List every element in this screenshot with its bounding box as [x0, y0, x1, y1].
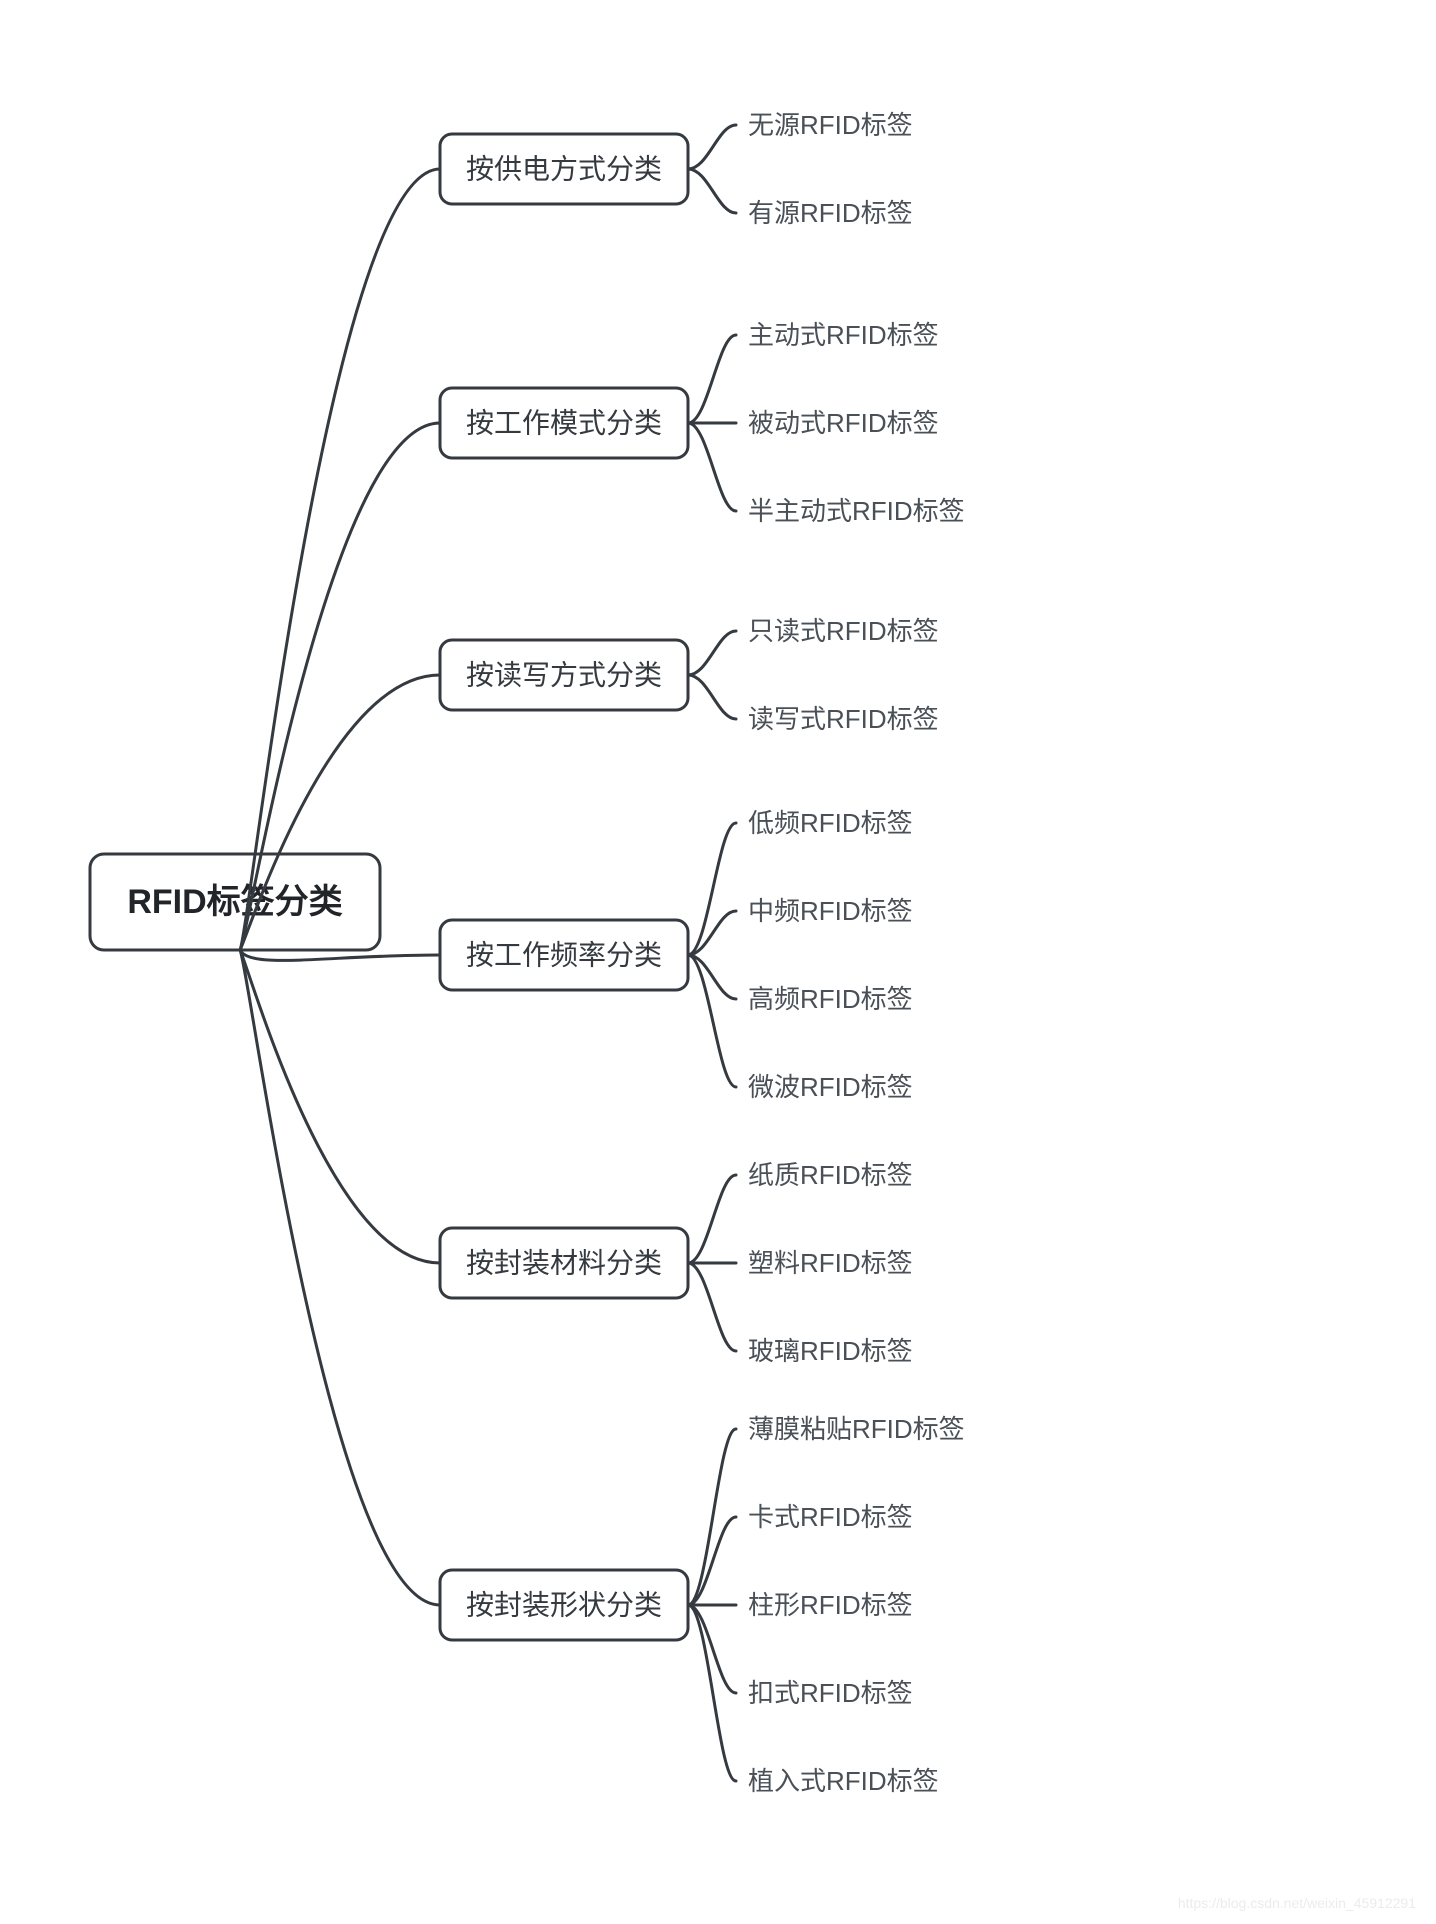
- connector-category-to-leaf: [688, 631, 736, 675]
- category-label: 按工作频率分类: [466, 940, 662, 971]
- category-label: 按封装材料分类: [466, 1248, 662, 1279]
- leaf-label: 主动式RFID标签: [748, 320, 939, 350]
- category-label: 按读写方式分类: [466, 660, 662, 691]
- leaf-label: 高频RFID标签: [748, 984, 913, 1014]
- connector-category-to-leaf: [688, 1263, 736, 1351]
- connector-category-to-leaf: [688, 675, 736, 719]
- leaf-label: 塑料RFID标签: [748, 1248, 913, 1278]
- connector-category-to-leaf: [688, 1605, 736, 1781]
- connector-root-to-category: [240, 950, 440, 960]
- leaf-label: 扣式RFID标签: [748, 1678, 913, 1708]
- leaf-label: 低频RFID标签: [748, 808, 913, 838]
- category-label: 按封装形状分类: [466, 1590, 662, 1621]
- category-label: 按工作模式分类: [466, 408, 662, 439]
- connector-category-to-leaf: [688, 169, 736, 213]
- leaf-label: 只读式RFID标签: [748, 616, 939, 646]
- leaf-label: 中频RFID标签: [748, 896, 913, 926]
- category-label: 按供电方式分类: [466, 154, 662, 185]
- leaf-label: 纸质RFID标签: [748, 1160, 913, 1190]
- watermark-text: https://blog.csdn.net/weixin_45912291: [1178, 1895, 1416, 1911]
- leaf-label: 薄膜粘贴RFID标签: [748, 1414, 965, 1444]
- connector-category-to-leaf: [688, 423, 736, 511]
- leaf-label: 读写式RFID标签: [748, 704, 939, 734]
- leaf-label: 卡式RFID标签: [748, 1502, 913, 1532]
- leaf-label: 植入式RFID标签: [748, 1766, 939, 1796]
- leaf-label: 微波RFID标签: [748, 1072, 913, 1102]
- connector-root-to-category: [240, 950, 440, 1263]
- leaf-label: 被动式RFID标签: [748, 408, 939, 438]
- leaf-label: 无源RFID标签: [748, 110, 913, 140]
- leaf-label: 半主动式RFID标签: [748, 496, 965, 526]
- leaf-label: 玻璃RFID标签: [748, 1336, 913, 1366]
- connector-category-to-leaf: [688, 1429, 736, 1605]
- connector-category-to-leaf: [688, 125, 736, 169]
- root-label: RFID标签分类: [127, 883, 342, 921]
- connector-root-to-category: [240, 950, 440, 1605]
- connector-category-to-leaf: [688, 335, 736, 423]
- connector-category-to-leaf: [688, 1175, 736, 1263]
- leaf-label: 有源RFID标签: [748, 198, 913, 228]
- leaf-label: 柱形RFID标签: [748, 1590, 913, 1620]
